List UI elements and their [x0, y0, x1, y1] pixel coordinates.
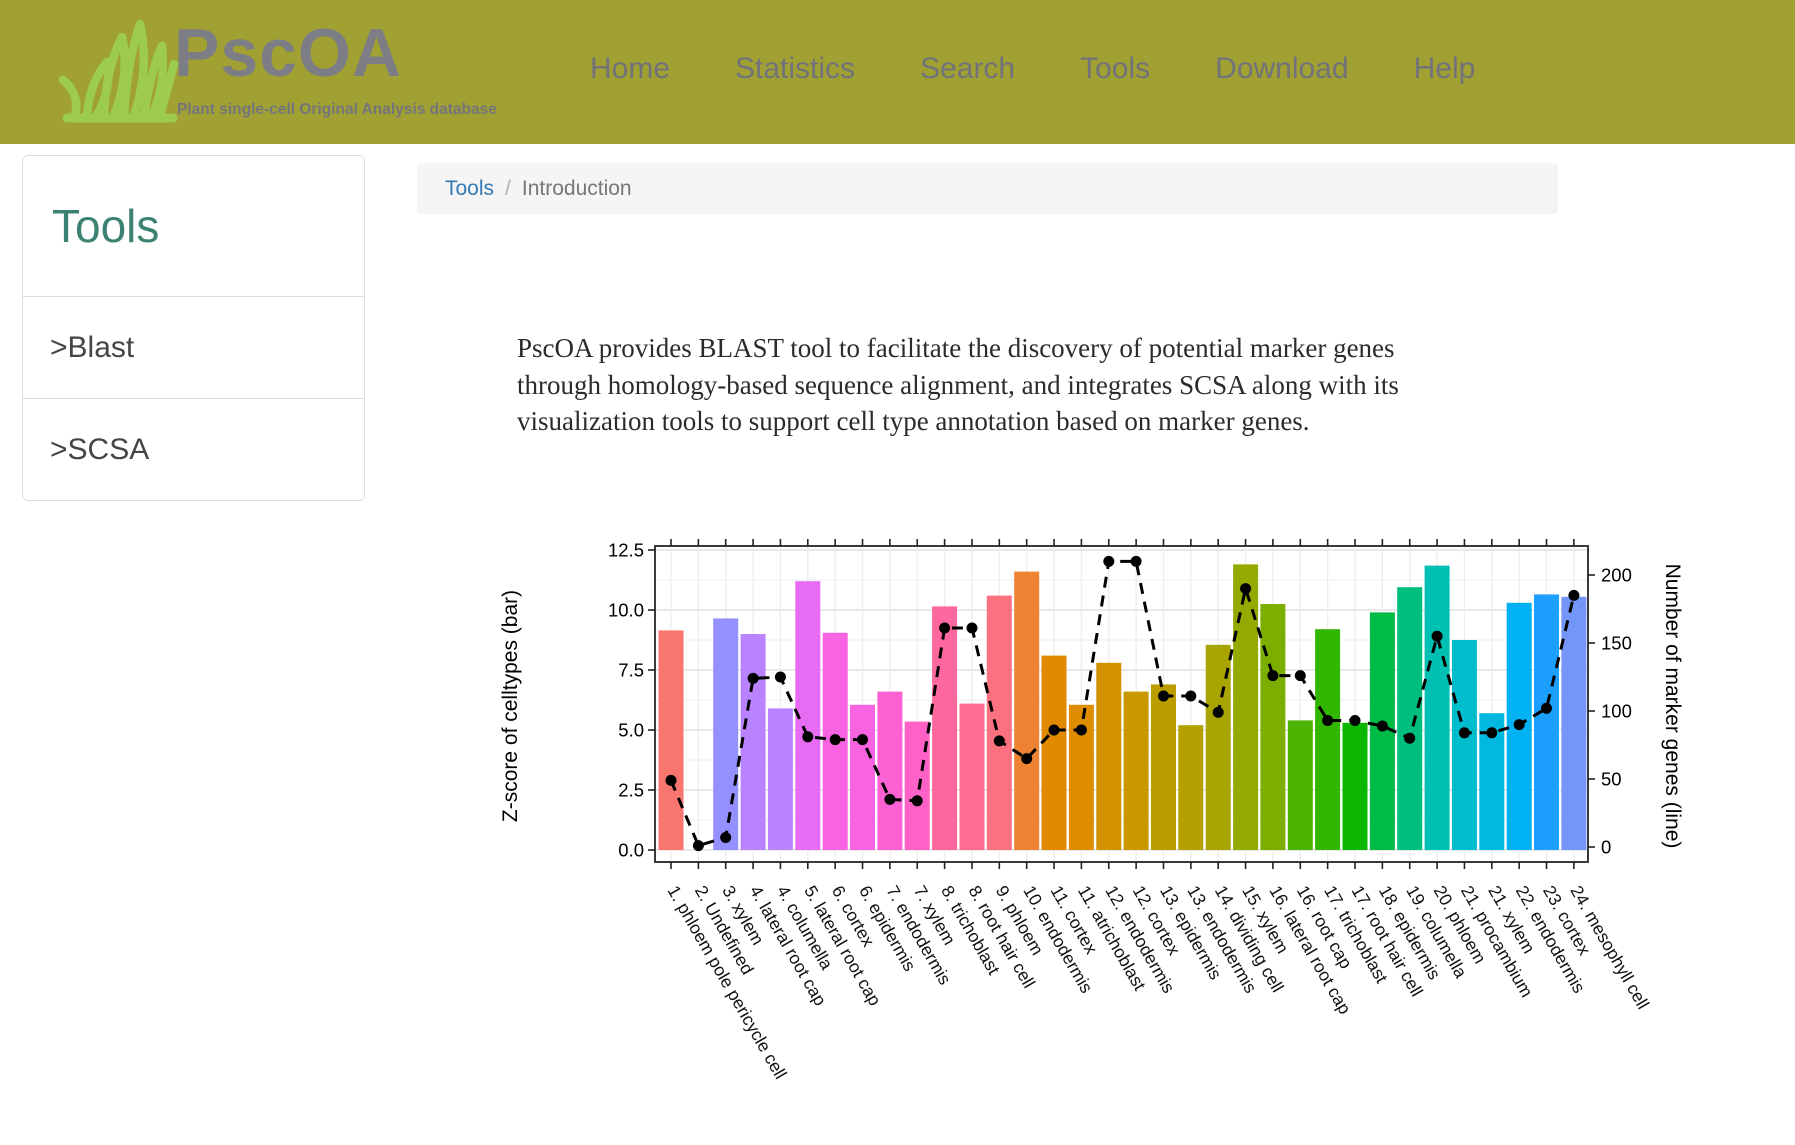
nav-help[interactable]: Help [1413, 52, 1476, 85]
breadcrumb: Tools / Introduction [417, 163, 1558, 214]
breadcrumb-current: Introduction [521, 176, 632, 200]
sidebar-title: Tools [52, 200, 160, 252]
nav-home[interactable]: Home [590, 52, 671, 85]
svg-text:10.0: 10.0 [608, 600, 644, 621]
sidebar-item-scsa[interactable]: >SCSA [23, 398, 364, 500]
intro-paragraph: PscOA provides BLAST tool to facilitate … [517, 333, 1399, 436]
marker-gene-line [665, 555, 1580, 852]
svg-text:2.5: 2.5 [618, 780, 644, 801]
celltype-marker-chart: 0.0 2.5 5.0 7.5 10.0 12.5 0 50 100 150 200 1. phloe… [460, 440, 1750, 1140]
breadcrumb-tools-link[interactable]: Tools [445, 176, 495, 200]
svg-text:0.0: 0.0 [618, 840, 644, 861]
svg-text:12.5: 12.5 [608, 540, 644, 561]
app-logo-title[interactable]: PscOA [174, 15, 402, 91]
app-logo-tagline: Plant single-cell Original Analysis data… [177, 101, 497, 118]
svg-text:150: 150 [1601, 633, 1632, 654]
main-nav: Home Statistics Search Tools Download He… [590, 0, 1475, 138]
sidebar-item-blast[interactable]: >Blast [23, 296, 364, 398]
grass-icon [58, 19, 179, 123]
bars [658, 564, 1587, 850]
nav-download[interactable]: Download [1215, 52, 1349, 85]
left-axis-title: Z-score of celltypes (bar) [499, 590, 522, 822]
svg-text:7.5: 7.5 [618, 660, 644, 681]
breadcrumb-separator: / [505, 176, 511, 200]
svg-text:5.0: 5.0 [618, 720, 644, 741]
tools-sidebar: Tools >Blast >SCSA [22, 155, 365, 501]
nav-search[interactable]: Search [920, 52, 1016, 85]
dual-axis-bar-line-chart: 0.0 2.5 5.0 7.5 10.0 12.5 0 50 100 150 200 1. phloe… [499, 539, 1684, 1082]
right-axis-title: Number of marker genes (line) [1661, 564, 1684, 849]
svg-text:0: 0 [1601, 837, 1611, 858]
svg-text:50: 50 [1601, 769, 1622, 790]
svg-text:100: 100 [1601, 701, 1632, 722]
svg-text:200: 200 [1601, 565, 1632, 586]
nav-statistics[interactable]: Statistics [735, 52, 856, 85]
header-bar: PscOA Plant single-cell Original Analysi… [0, 0, 1795, 144]
nav-tools[interactable]: Tools [1080, 52, 1151, 85]
sidebar-header: Tools [23, 156, 364, 296]
